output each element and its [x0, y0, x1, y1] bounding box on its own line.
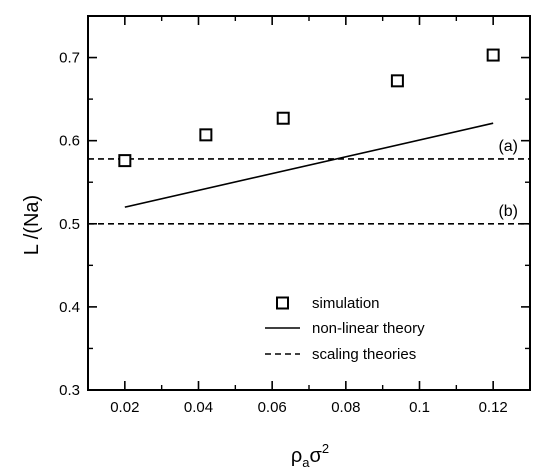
y-tick-label: 0.4: [59, 299, 80, 316]
legend-simulation-marker: [276, 296, 289, 310]
y-ticks: 0.3 0.4 0.5 0.6 0.7: [59, 15, 530, 399]
y-tick-label: 0.7: [59, 50, 80, 67]
scaling-line-label: (b): [498, 203, 518, 220]
plot-frame: [87, 15, 531, 391]
reference-lines: (a) (b): [88, 138, 530, 225]
x-axis-title: ρaσ2: [291, 441, 329, 470]
legend-label: simulation: [312, 295, 380, 312]
simulation-point: [390, 74, 404, 88]
x-tick-label: 0.12: [479, 399, 508, 416]
simulation-point: [199, 128, 213, 142]
legend: simulation non-linear theory scaling theor…: [265, 295, 425, 363]
data-points: [118, 48, 500, 168]
simulation-point: [118, 154, 132, 168]
x-tick-label: 0.1: [409, 399, 430, 416]
x-axis-title-sup: 2: [322, 441, 329, 456]
y-axis-title: L /(Na): [21, 195, 43, 255]
legend-label: non-linear theory: [312, 320, 425, 337]
simulation-point: [486, 48, 500, 62]
simulation-point: [276, 111, 290, 125]
x-axis-title-sub: a: [302, 455, 310, 470]
theory-line: [124, 122, 494, 208]
x-axis-title-base: ρ: [291, 445, 302, 467]
y-tick-label: 0.6: [59, 133, 80, 150]
x-tick-label: 0.06: [258, 399, 287, 416]
x-tick-label: 0.08: [331, 399, 360, 416]
x-axis-title-mid: σ: [310, 445, 323, 467]
y-tick-label: 0.5: [59, 216, 80, 233]
non-linear-theory-line: [124, 122, 494, 208]
scaling-line-label: (a): [498, 138, 518, 155]
legend-label: scaling theories: [312, 346, 416, 363]
x-tick-label: 0.04: [184, 399, 213, 416]
x-tick-label: 0.02: [110, 399, 139, 416]
y-tick-label: 0.3: [59, 382, 80, 399]
x-ticks: 0.02 0.04 0.06 0.08 0.1 0.12: [87, 16, 531, 416]
plot-area: [87, 15, 531, 391]
